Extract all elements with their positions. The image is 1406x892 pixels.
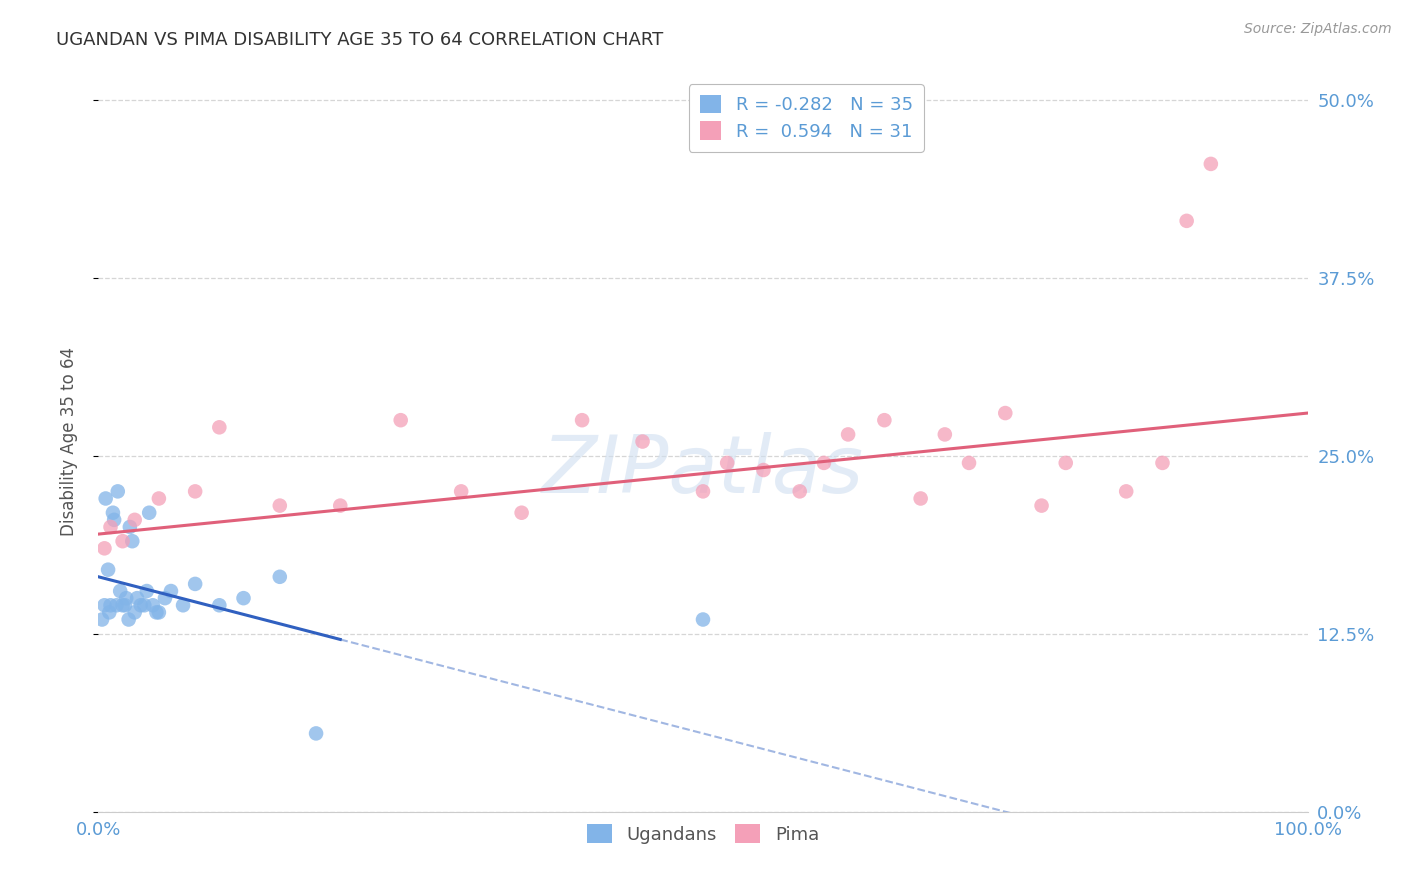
Text: UGANDAN VS PIMA DISABILITY AGE 35 TO 64 CORRELATION CHART: UGANDAN VS PIMA DISABILITY AGE 35 TO 64 …	[56, 31, 664, 49]
Point	[93, 599, 115, 613]
Point	[98, 606, 121, 620]
Point	[91, 613, 114, 627]
Point	[111, 599, 134, 613]
Point	[97, 563, 120, 577]
Point	[115, 591, 138, 606]
Point	[94, 491, 117, 506]
Point	[813, 456, 835, 470]
Point	[269, 499, 291, 513]
Text: Source: ZipAtlas.com: Source: ZipAtlas.com	[1244, 22, 1392, 37]
Point	[305, 726, 328, 740]
Point	[1175, 214, 1198, 228]
Point	[934, 427, 956, 442]
Point	[184, 484, 207, 499]
Point	[127, 591, 149, 606]
Point	[100, 520, 122, 534]
Point	[1031, 499, 1053, 513]
Point	[124, 606, 146, 620]
Point	[145, 606, 167, 620]
Point	[789, 484, 811, 499]
Point	[837, 427, 859, 442]
Point	[631, 434, 654, 449]
Point	[114, 599, 136, 613]
Point	[1152, 456, 1174, 470]
Point	[692, 613, 714, 627]
Point	[450, 484, 472, 499]
Point	[101, 506, 124, 520]
Point	[329, 499, 352, 513]
Point	[134, 599, 156, 613]
Point	[118, 520, 141, 534]
Point	[389, 413, 412, 427]
Point	[873, 413, 896, 427]
Point	[153, 591, 176, 606]
Point	[208, 420, 231, 434]
Point	[107, 484, 129, 499]
Point	[100, 599, 122, 613]
Point	[111, 534, 134, 549]
Point	[103, 513, 125, 527]
Point	[716, 456, 738, 470]
Point	[142, 599, 165, 613]
Point	[1199, 157, 1222, 171]
Point	[121, 534, 143, 549]
Point	[571, 413, 593, 427]
Point	[148, 491, 170, 506]
Point	[232, 591, 254, 606]
Point	[208, 599, 231, 613]
Legend: Ugandans, Pima: Ugandans, Pima	[579, 817, 827, 851]
Point	[752, 463, 775, 477]
Point	[172, 599, 194, 613]
Point	[135, 584, 157, 599]
Point	[160, 584, 183, 599]
Point	[129, 599, 152, 613]
Y-axis label: Disability Age 35 to 64: Disability Age 35 to 64	[59, 347, 77, 536]
Point	[994, 406, 1017, 420]
Point	[105, 599, 128, 613]
Point	[118, 613, 141, 627]
Point	[910, 491, 932, 506]
Point	[1054, 456, 1077, 470]
Point	[108, 584, 131, 599]
Point	[148, 606, 170, 620]
Point	[269, 570, 291, 584]
Point	[957, 456, 980, 470]
Point	[184, 577, 207, 591]
Point	[510, 506, 533, 520]
Point	[124, 513, 146, 527]
Text: ZIPatlas: ZIPatlas	[541, 432, 865, 510]
Point	[1115, 484, 1137, 499]
Point	[692, 484, 714, 499]
Point	[93, 541, 115, 556]
Point	[138, 506, 160, 520]
